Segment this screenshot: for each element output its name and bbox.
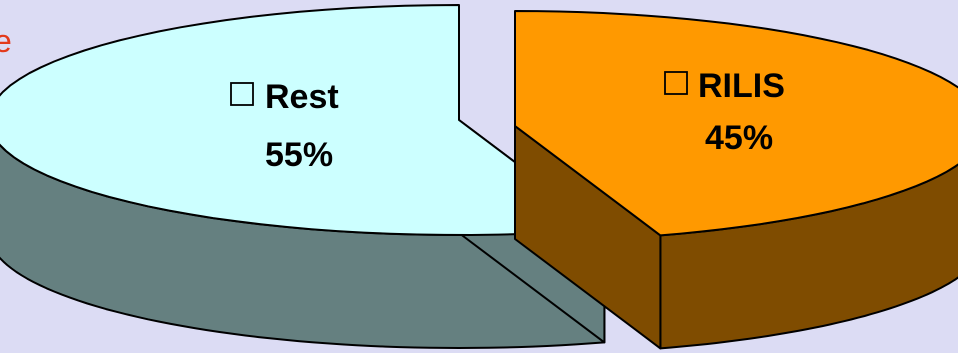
- slice-rest-percent: 55%: [265, 136, 333, 174]
- slice-rilis: RILIS 45%: [514, 10, 958, 350]
- slice-rilis-legend-box: [664, 71, 688, 95]
- slice-rilis-top: [514, 10, 958, 237]
- slice-rest: Rest 55%: [0, 4, 606, 349]
- slice-rest-top: [0, 4, 606, 236]
- edge-text-fragment: e: [0, 23, 12, 59]
- slice-rest-label: Rest: [265, 78, 339, 116]
- slice-rilis-percent: 45%: [705, 119, 773, 157]
- slice-rilis-label: RILIS: [698, 67, 785, 105]
- slice-rest-legend-box: [230, 82, 254, 106]
